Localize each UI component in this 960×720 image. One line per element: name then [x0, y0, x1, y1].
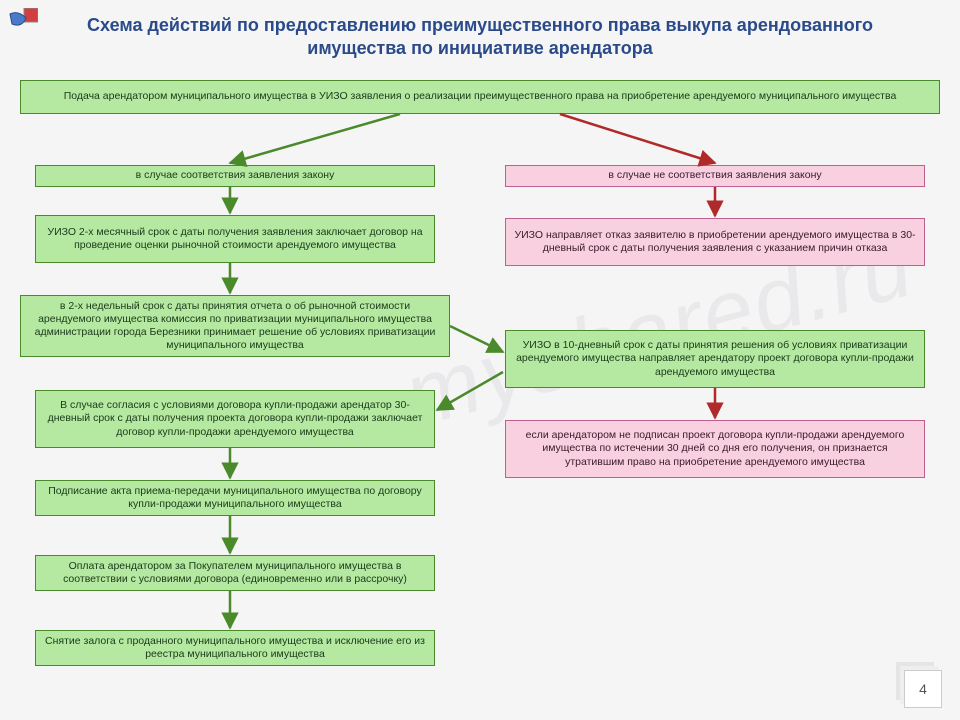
arrow-5 [450, 326, 503, 352]
flow-box-right3: УИЗО в 10-дневный срок с даты принятия р… [505, 330, 925, 388]
flow-box-left4: В случае согласия с условиями договора к… [35, 390, 435, 448]
arrow-6 [437, 372, 503, 410]
logo-icon [8, 8, 38, 38]
flow-box-left3: в 2-х недельный срок с даты принятия отч… [20, 295, 450, 357]
arrow-0 [230, 114, 400, 163]
page-title: Схема действий по предоставлению преимущ… [0, 0, 960, 67]
flow-box-right4: если арендатором не подписан проект дого… [505, 420, 925, 478]
arrow-1 [560, 114, 715, 163]
slide-number: 4 [904, 670, 942, 708]
flow-box-left1: в случае соответствия заявления закону [35, 165, 435, 187]
flow-box-left2: УИЗО 2-х месячный срок с даты получения … [35, 215, 435, 263]
flow-box-left5: Подписание акта приема-передачи муниципа… [35, 480, 435, 516]
flow-box-left6: Оплата арендатором за Покупателем муници… [35, 555, 435, 591]
flow-box-left7: Снятие залога с проданного муниципальног… [35, 630, 435, 666]
flow-box-right1: в случае не соответствия заявления закон… [505, 165, 925, 187]
flow-box-start: Подача арендатором муниципального имущес… [20, 80, 940, 114]
flow-box-right2: УИЗО направляет отказ заявителю в приобр… [505, 218, 925, 266]
